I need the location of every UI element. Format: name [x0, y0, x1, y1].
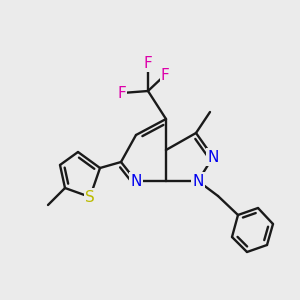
Text: S: S — [85, 190, 95, 205]
Text: N: N — [192, 173, 204, 188]
Text: F: F — [144, 56, 152, 70]
Text: N: N — [130, 173, 142, 188]
Text: F: F — [160, 68, 169, 82]
Text: N: N — [207, 149, 219, 164]
Text: F: F — [118, 85, 126, 100]
